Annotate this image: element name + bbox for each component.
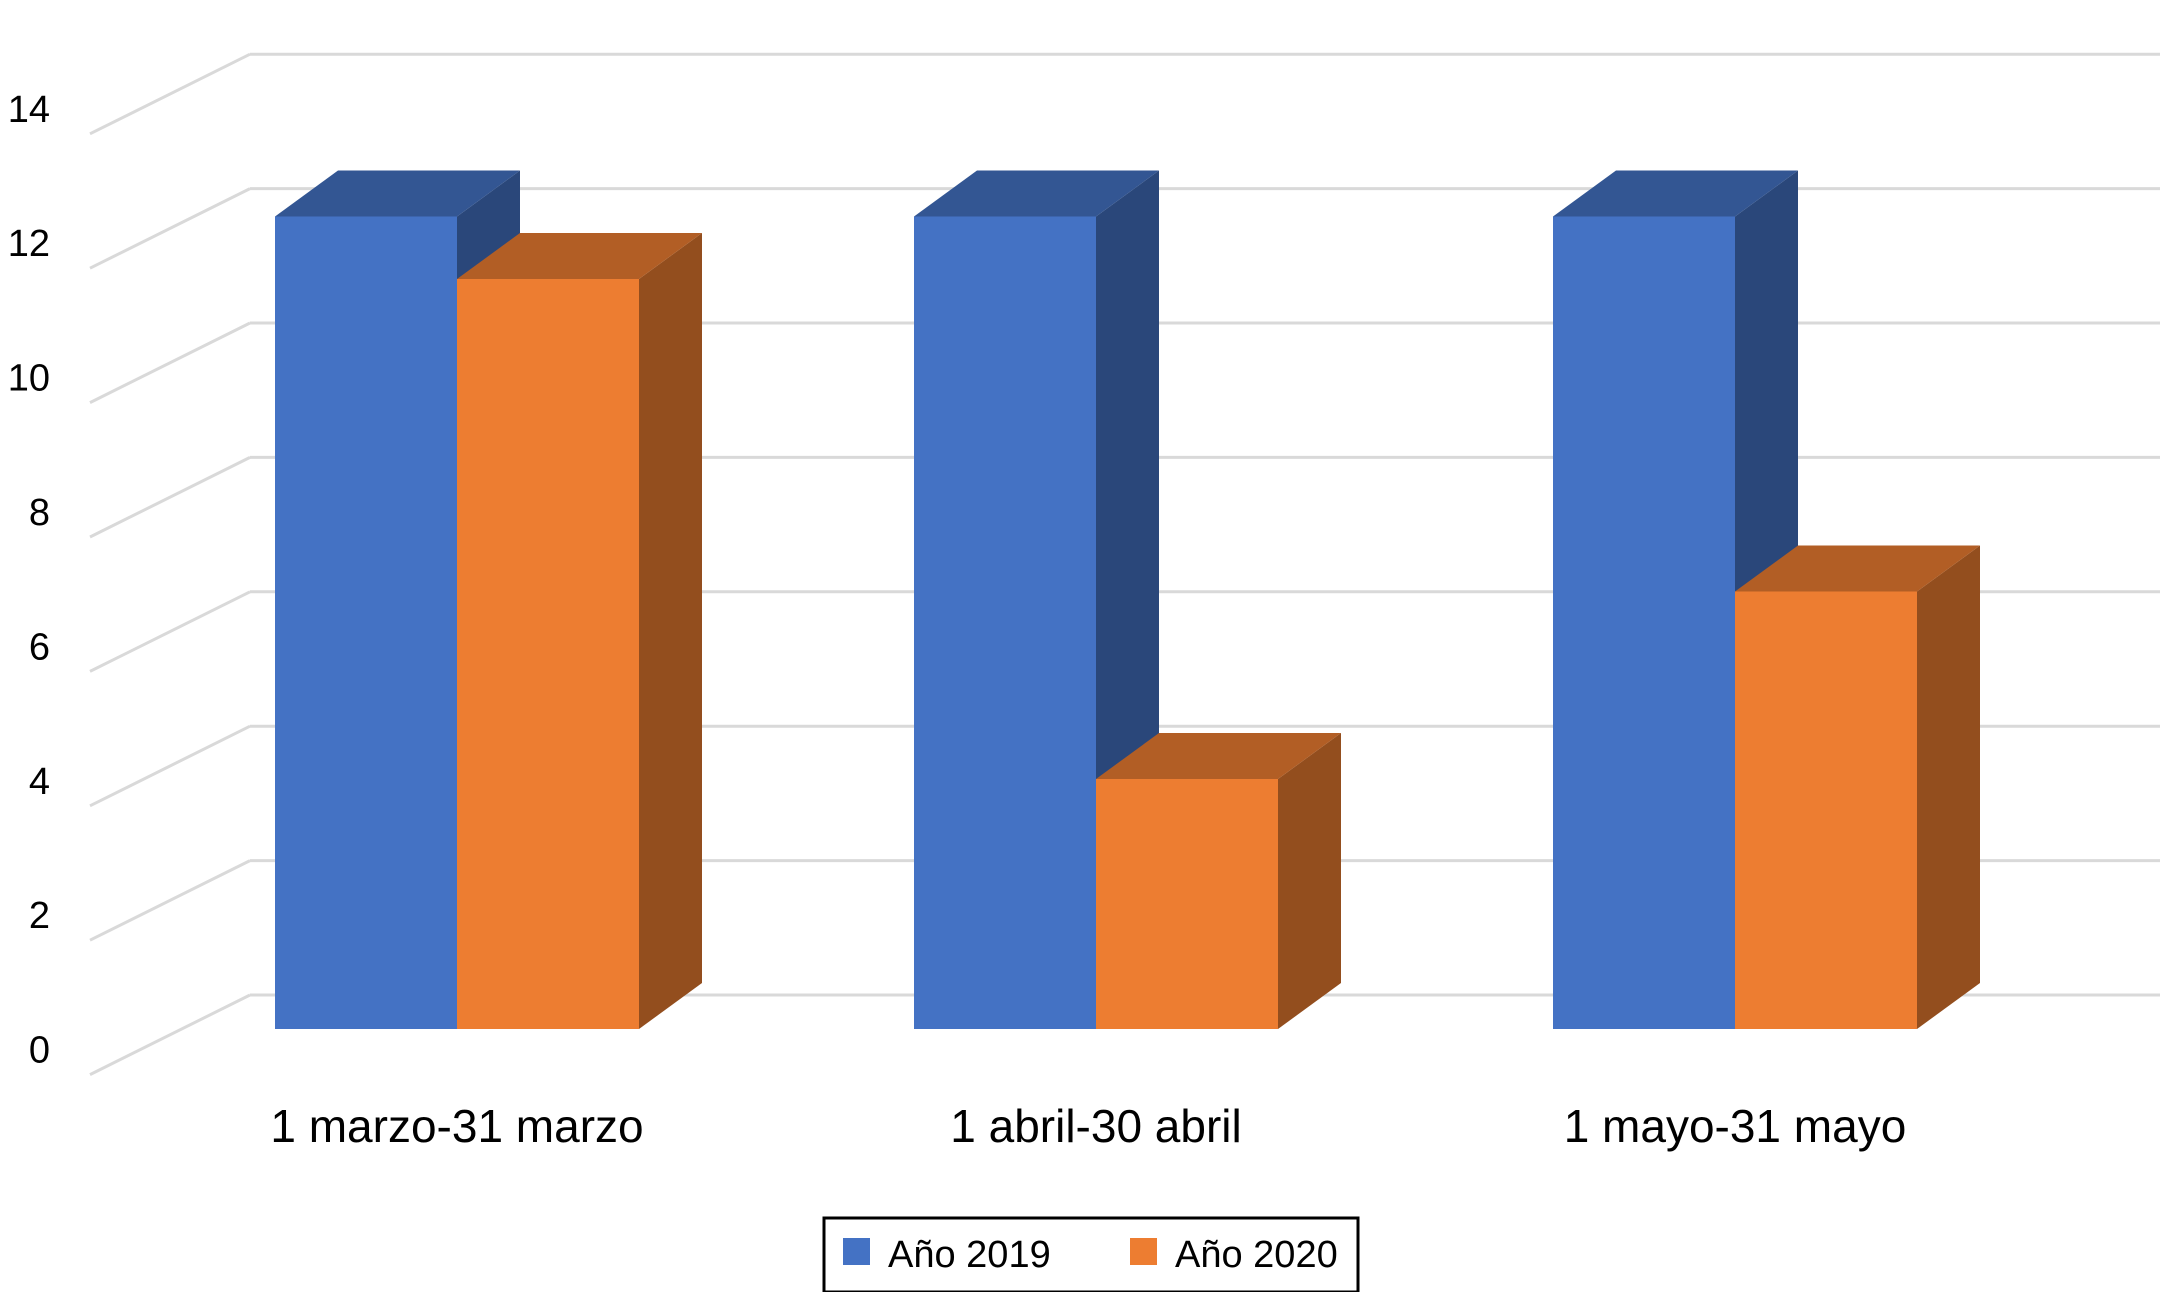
y-axis-ticks: 0 2 4 6 8 10 12 14 — [8, 89, 50, 1072]
legend-label: Año 2019 — [888, 1234, 1051, 1276]
bar-front — [275, 216, 457, 1029]
y-tick-label: 6 — [29, 626, 50, 668]
y-tick-label: 8 — [29, 492, 50, 534]
gridline-diagonal — [89, 187, 251, 270]
bar — [1735, 545, 1980, 1029]
bar — [1096, 733, 1341, 1029]
legend-swatch — [1130, 1238, 1157, 1265]
gridline-diagonal — [89, 52, 251, 136]
gridline-diagonal — [89, 724, 251, 808]
legend: Año 2019 Año 2020 — [822, 1216, 1360, 1292]
y-tick-label: 10 — [8, 358, 50, 400]
y-tick-label: 12 — [8, 223, 50, 265]
legend-label: Año 2020 — [1175, 1234, 1338, 1276]
bar-front — [457, 279, 639, 1029]
legend-swatch — [843, 1238, 870, 1265]
bar — [457, 233, 702, 1029]
bars — [275, 170, 1980, 1029]
bar-top — [1735, 545, 1980, 592]
bar-top — [457, 233, 702, 279]
bar-top — [1096, 733, 1341, 779]
bar-front — [1735, 591, 1917, 1029]
bar-front — [1553, 216, 1735, 1029]
bar-top — [275, 170, 520, 217]
bar-front — [914, 216, 1096, 1029]
bar-top — [1553, 170, 1798, 217]
gridline-diagonal — [89, 859, 251, 942]
y-tick-label: 0 — [29, 1030, 50, 1072]
bar-side — [1917, 545, 1980, 1029]
gridline-diagonal — [89, 456, 251, 539]
bar-top — [914, 170, 1159, 217]
x-category-label: 1 marzo-31 marzo — [270, 1100, 643, 1152]
x-category-label: 1 abril-30 abril — [950, 1100, 1241, 1152]
bar-front — [1096, 779, 1278, 1029]
x-category-label: 1 mayo-31 mayo — [1564, 1100, 1907, 1152]
bar-side — [1278, 733, 1341, 1029]
gridline-diagonal — [89, 321, 251, 404]
x-axis-categories: 1 marzo-31 marzo 1 abril-30 abril 1 mayo-3… — [270, 1100, 1906, 1152]
legend-box — [822, 1216, 1360, 1292]
y-tick-label: 2 — [29, 895, 50, 937]
gridline-diagonal — [89, 590, 251, 673]
y-tick-label: 14 — [8, 89, 50, 131]
gridline-diagonal — [89, 993, 251, 1076]
y-tick-label: 4 — [29, 761, 50, 803]
bar-side — [639, 233, 702, 1029]
bar — [914, 170, 1159, 1029]
